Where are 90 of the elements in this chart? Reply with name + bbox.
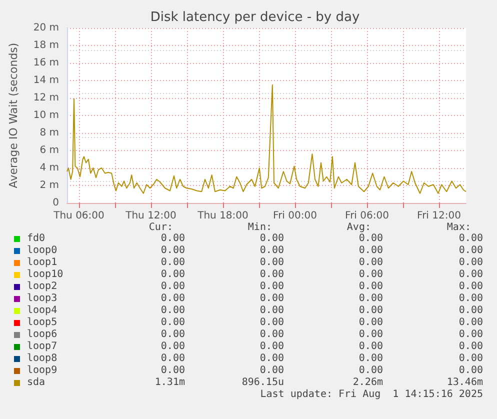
text: 0.00 xyxy=(160,353,185,365)
legend-label: loop10 xyxy=(27,269,64,281)
text: 0.00 xyxy=(260,317,284,329)
legend-label: sda xyxy=(27,377,46,389)
text: 0.00 xyxy=(358,353,383,365)
text: 0.00 xyxy=(160,257,185,269)
text: 0.00 xyxy=(458,317,483,329)
text: 0.00 xyxy=(358,257,383,269)
x-tick-label: Thu 06:00 xyxy=(52,210,104,222)
text: 0.00 xyxy=(458,233,483,245)
text: 0.00 xyxy=(358,281,383,293)
y-tick-label: 14 m xyxy=(33,75,59,86)
y-tick-label: 8 m xyxy=(40,128,59,138)
text: 0.00 xyxy=(358,269,383,281)
text: 0.00 xyxy=(160,317,185,329)
y-tick-label: 0 xyxy=(52,198,59,208)
text: 0.00 xyxy=(160,245,185,257)
y-tick-label: 10 m xyxy=(33,110,59,121)
text: 0.00 xyxy=(260,329,284,341)
text: 0.00 xyxy=(358,329,383,341)
legend-label: loop2 xyxy=(27,281,58,293)
text: 0.00 xyxy=(358,293,383,305)
text: 1.31m xyxy=(154,377,185,389)
text: 0.00 xyxy=(160,341,185,353)
y-tick-label: 6 m xyxy=(40,145,59,156)
text: Avg: xyxy=(346,222,371,234)
legend-label: loop8 xyxy=(27,353,58,365)
text: 0.00 xyxy=(260,269,284,281)
text: 0.00 xyxy=(160,233,185,245)
x-tick-label: Fri 06:00 xyxy=(345,210,389,222)
legend-label: loop7 xyxy=(27,341,58,353)
y-tick-label: 4 m xyxy=(40,162,59,174)
text: 0.00 xyxy=(358,233,383,245)
text: Min: xyxy=(248,222,272,234)
text: 0.00 xyxy=(458,293,483,305)
text: 0.00 xyxy=(458,329,483,341)
text: 0.00 xyxy=(160,365,185,377)
text: 0.00 xyxy=(358,317,383,329)
text: Last update: Fri Aug 1 14:15:16 2025 xyxy=(260,389,483,401)
x-tick-label: Thu 12:00 xyxy=(124,210,176,222)
legend-label: loop5 xyxy=(27,317,58,329)
text: 0.00 xyxy=(458,281,483,293)
legend-label: loop9 xyxy=(27,365,58,377)
text: 0.00 xyxy=(458,341,483,353)
text: 0.00 xyxy=(260,365,284,377)
text: 0.00 xyxy=(260,245,284,257)
text: 0.00 xyxy=(358,245,383,257)
text: 0.00 xyxy=(260,281,284,293)
text: 0.00 xyxy=(260,257,284,269)
text: 0.00 xyxy=(458,365,483,377)
text: Cur: xyxy=(148,222,173,234)
y-tick-label: 18 m xyxy=(33,40,59,51)
text: 0.00 xyxy=(358,365,383,377)
text: 0.00 xyxy=(458,353,483,365)
x-tick-label: Thu 18:00 xyxy=(196,210,248,222)
text: 0.00 xyxy=(458,257,483,269)
chart-title: Disk latency per device - by day xyxy=(150,10,360,25)
legend-label: loop0 xyxy=(27,245,58,257)
text: 0.00 xyxy=(160,293,185,305)
legend-label: loop1 xyxy=(27,257,58,269)
y-tick-label: 16 m xyxy=(33,58,59,68)
y-tick-label: 20 m xyxy=(33,22,59,34)
x-tick-label: Fri 00:00 xyxy=(273,210,317,222)
y-tick-label: 2 m xyxy=(40,180,59,191)
line-series xyxy=(66,84,466,194)
text: 0.00 xyxy=(358,341,383,353)
legend-label: loop6 xyxy=(27,329,58,341)
text: 0.00 xyxy=(458,245,483,257)
y-tick-label: 12 m xyxy=(33,92,59,104)
text: 2.26m xyxy=(352,377,383,389)
text: 0.00 xyxy=(160,329,185,341)
text: 0.00 xyxy=(458,269,483,281)
x-tick-label: Fri 12:00 xyxy=(417,210,461,222)
text: 0.00 xyxy=(260,341,284,353)
text: 13.46m xyxy=(446,377,483,389)
text: 0.00 xyxy=(358,305,383,317)
legend-label: loop4 xyxy=(27,305,58,317)
legend-label: fd0 xyxy=(27,233,46,245)
text: 0.00 xyxy=(160,305,185,317)
legend-label: loop3 xyxy=(27,293,58,305)
text: 0.00 xyxy=(260,305,284,317)
text: 0.00 xyxy=(260,233,284,245)
text: 0.00 xyxy=(260,353,284,365)
text: 896.15u xyxy=(242,377,284,389)
text: 0.00 xyxy=(160,269,185,281)
text: 0.00 xyxy=(160,281,185,293)
text: 0.00 xyxy=(458,305,483,317)
text: Max: xyxy=(446,222,471,234)
y-axis-title: Average IO Wait (seconds) xyxy=(7,42,20,188)
text: 0.00 xyxy=(260,293,284,305)
